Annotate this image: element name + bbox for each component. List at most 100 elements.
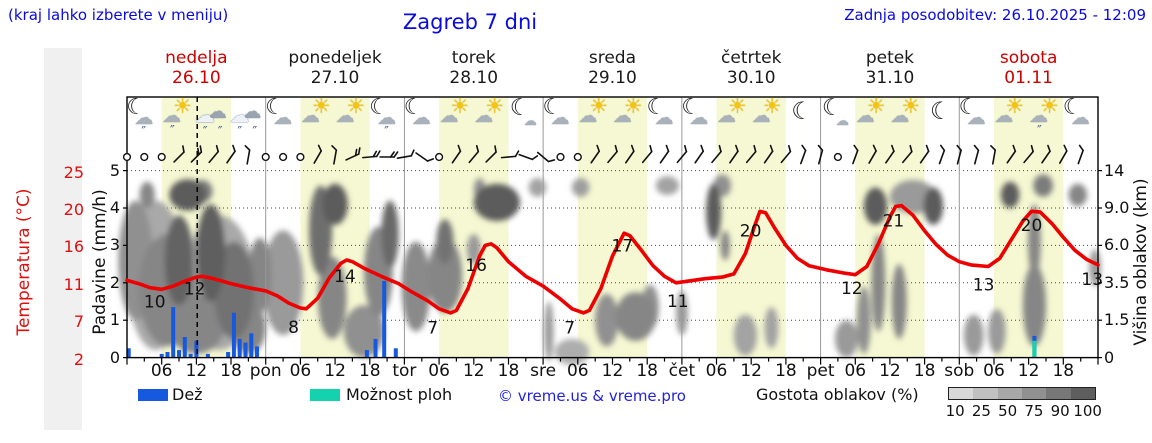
day-name: ponedeljek bbox=[288, 48, 382, 68]
cloud-blob bbox=[891, 264, 907, 339]
rain-bar bbox=[188, 353, 193, 358]
moon-icon: ☾ bbox=[821, 95, 843, 121]
temp-value-label: 16 bbox=[465, 256, 487, 276]
wind-calm-icon bbox=[556, 152, 565, 162]
rain-icon: ″ bbox=[202, 125, 208, 140]
cloud-icon: ☁ bbox=[523, 114, 537, 129]
wind-barb-icon bbox=[226, 144, 236, 164]
cloud-icon: ☁ bbox=[890, 105, 910, 127]
cloud-icon: ☁ bbox=[689, 107, 709, 129]
cloud-icon: ☁ bbox=[1029, 105, 1048, 127]
time-tick-label: 12 bbox=[879, 361, 901, 381]
density-scale-segment bbox=[1070, 388, 1095, 399]
wind-barb-icon bbox=[938, 144, 946, 165]
day-name: sobota bbox=[999, 48, 1058, 68]
rain-icon: ″ bbox=[384, 125, 389, 140]
wind-barb-icon bbox=[885, 144, 895, 164]
weather-icon-sun-cloud: ☀ ☁ bbox=[437, 94, 475, 145]
cloud-axis-tick-label: 1.5 bbox=[1104, 310, 1130, 330]
sun-icon: ☀ bbox=[485, 94, 504, 118]
wind-barb-icon bbox=[345, 147, 361, 161]
cloud-blob bbox=[923, 187, 944, 225]
cloud-blob bbox=[167, 294, 226, 354]
density-scale-segment bbox=[973, 388, 998, 399]
weather-icon-sun-cloud: ☀ ☁ bbox=[611, 94, 649, 145]
wind-barb-icon bbox=[313, 144, 323, 164]
moon-icon: ☾ bbox=[403, 95, 424, 120]
time-tick-label: 06 bbox=[983, 361, 1005, 381]
temp-value-label: 20 bbox=[740, 221, 762, 241]
temp-value-label: 8 bbox=[288, 318, 299, 338]
cloud-blob bbox=[963, 314, 984, 356]
wind-barb-icon bbox=[451, 144, 462, 164]
cloud-axis-tick-label: 3.5 bbox=[1104, 272, 1130, 292]
day-name: nedelja bbox=[165, 48, 228, 68]
day-date: 26.10 bbox=[172, 68, 221, 88]
rain-icon: ″ bbox=[170, 124, 175, 139]
cloud-density-scale bbox=[948, 387, 1096, 400]
sun-icon: ☀ bbox=[623, 94, 643, 118]
time-tick-label: 18 bbox=[358, 361, 381, 381]
wind-calm-icon bbox=[157, 152, 166, 162]
sun-icon: ☀ bbox=[901, 94, 921, 118]
weather-icon-moon-cloud: ☾ ☁ bbox=[958, 97, 996, 145]
cloud-axis-tick-label: 14 bbox=[1104, 160, 1125, 180]
time-tick-label: 06 bbox=[844, 361, 867, 381]
copyright-link[interactable]: © vreme.us & vreme.pro bbox=[498, 387, 686, 405]
wind-barb-icon bbox=[659, 144, 670, 164]
temp-value-label: 14 bbox=[334, 267, 356, 287]
day-name: sreda bbox=[588, 48, 636, 68]
precip-axis-tick-label: 0 bbox=[109, 347, 120, 367]
day-header: petek 31.10 bbox=[821, 48, 960, 88]
wind-calm-icon bbox=[279, 152, 288, 162]
rain-bar bbox=[165, 352, 170, 358]
sun-icon: ☀ bbox=[762, 94, 782, 118]
cloud-blob bbox=[572, 178, 590, 197]
shower-bar bbox=[1032, 340, 1037, 358]
cloud-icon: ☁ bbox=[835, 114, 849, 129]
time-tick-label: 12 bbox=[601, 361, 624, 381]
day-date: 28.10 bbox=[449, 68, 499, 88]
density-scale-segment bbox=[1046, 388, 1071, 399]
time-tick-label: čet bbox=[668, 361, 696, 381]
cloud-blob bbox=[554, 338, 590, 366]
wind-barb-icon bbox=[208, 144, 219, 164]
cloud-blob bbox=[655, 176, 680, 196]
density-scale-label: 90 bbox=[1050, 402, 1070, 420]
rain-icon: ″ bbox=[252, 125, 257, 140]
rain-bar bbox=[249, 333, 254, 358]
wind-barb-icon bbox=[1059, 144, 1068, 164]
wind-barb-icon bbox=[173, 145, 185, 163]
cloud-blob bbox=[1028, 204, 1041, 280]
wind-barb-icon bbox=[919, 144, 930, 164]
cloud-icon: ☁ bbox=[612, 105, 632, 127]
menu-hint: (kraj lahko izberete v meniju) bbox=[8, 6, 229, 24]
showers-legend-label: Možnost ploh bbox=[346, 385, 453, 404]
wind-barb-icon bbox=[190, 145, 203, 163]
time-tick-label: tor bbox=[392, 361, 417, 381]
day-name: torek bbox=[451, 48, 496, 68]
moon-icon: ☾ bbox=[681, 95, 701, 120]
day-date: 27.10 bbox=[310, 68, 360, 88]
cloud-blob bbox=[528, 178, 547, 197]
day-header: sobota 01.11 bbox=[959, 48, 1098, 88]
wind-barb-icon bbox=[800, 144, 807, 165]
rain-legend-swatch bbox=[138, 389, 168, 401]
weather-icon-sun-cloud-rain: ☀ ☁ ″ bbox=[160, 96, 198, 145]
cloudb-icon: ☁ bbox=[206, 99, 227, 123]
cloud-icon: ☁ bbox=[335, 105, 355, 127]
day-date: 01.11 bbox=[1004, 68, 1053, 88]
density-scale-label: 50 bbox=[998, 402, 1018, 420]
time-tick-label: 06 bbox=[428, 361, 450, 381]
day-header: torek 28.10 bbox=[404, 48, 543, 88]
sun-icon: ☀ bbox=[450, 94, 470, 118]
moon-icon: ☾ bbox=[126, 95, 147, 120]
rain-bar bbox=[373, 338, 378, 358]
cloud-blob bbox=[764, 307, 779, 349]
rain-icon: ″ bbox=[217, 125, 223, 140]
weather-icon-moon-cloud: ☾ ☁ bbox=[264, 97, 302, 145]
cloud-blob bbox=[595, 294, 619, 347]
temp-value-label: 10 bbox=[144, 293, 166, 313]
day-date: 31.10 bbox=[865, 68, 915, 88]
